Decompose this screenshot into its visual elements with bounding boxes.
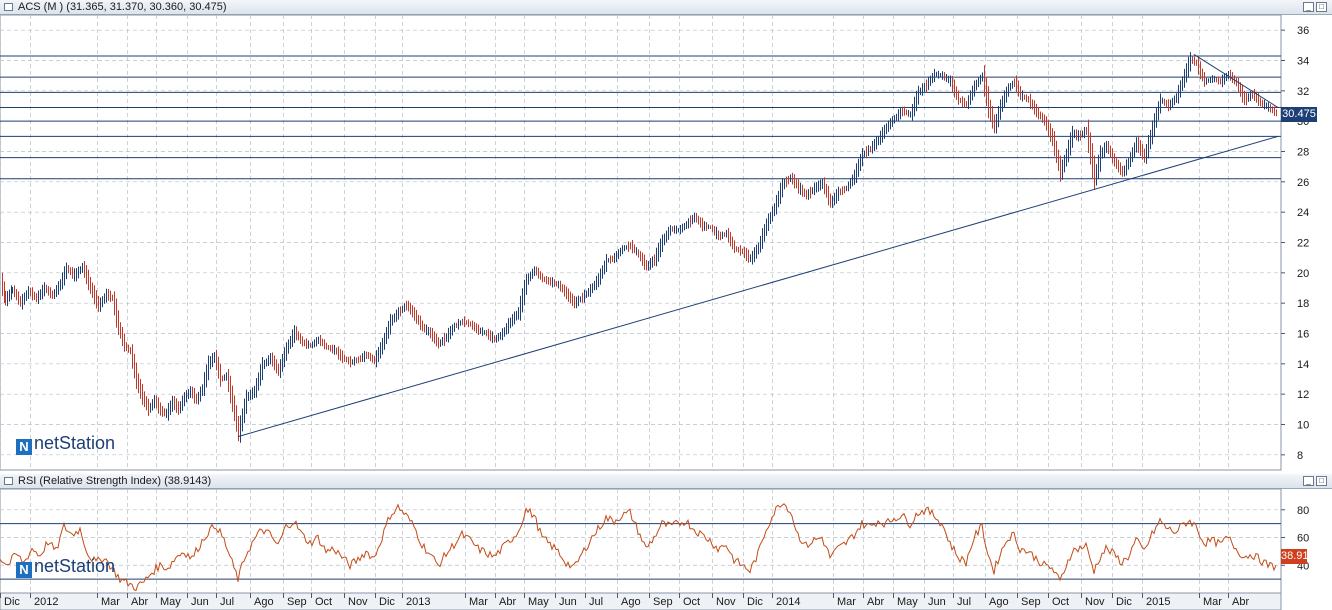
price-panel-title: ACS (M ) (31.365, 31.370, 30.360, 30.475… <box>18 1 227 13</box>
x-tick-label: Mar <box>469 596 488 608</box>
price-y-tick-label: 24 <box>1297 207 1309 219</box>
price-y-tick-label: 12 <box>1297 389 1309 401</box>
price-y-tick-label: 10 <box>1297 420 1309 432</box>
x-tick-label: Dic <box>1116 596 1132 608</box>
x-axis-band <box>0 592 1282 610</box>
last-price-badge: 30.475 <box>1281 107 1317 122</box>
price-y-tick-label: 22 <box>1297 238 1309 250</box>
price-y-tick-label: 30 <box>1297 116 1309 128</box>
price-y-tick-label: 36 <box>1297 25 1309 37</box>
x-tick-label: Mar <box>101 596 120 608</box>
x-tick-label: Ago <box>989 596 1009 608</box>
x-tick-label: 2013 <box>406 596 430 608</box>
price-y-tick-label: 28 <box>1297 147 1309 159</box>
rsi-line <box>0 503 1277 592</box>
x-tick-label: Abr <box>499 596 516 608</box>
trendline <box>1193 54 1279 108</box>
logo-text: netStation <box>34 556 116 576</box>
x-tick-label: Dic <box>4 596 20 608</box>
maximize-button[interactable]: □ <box>1316 2 1327 12</box>
x-tick-label: Jul <box>957 596 971 608</box>
rsi-panel-title: RSI (Relative Strength Index) (38.9143) <box>18 475 212 487</box>
x-tick-label: Jun <box>191 596 209 608</box>
rsi-y-tick-label: 60 <box>1297 533 1309 545</box>
x-tick-label: Mar <box>837 596 856 608</box>
rsi-plot-area[interactable] <box>0 488 1282 594</box>
price-y-tick-label: 16 <box>1297 329 1309 341</box>
x-tick-label: Nov <box>1085 596 1105 608</box>
x-tick-label: Jul <box>589 596 603 608</box>
trendline <box>237 135 1279 438</box>
x-tick-label: Abr <box>131 596 148 608</box>
price-y-tick-label: 20 <box>1297 268 1309 280</box>
x-tick-label: 2012 <box>34 596 58 608</box>
x-tick-label: Jun <box>559 596 577 608</box>
x-tick-label: May <box>160 596 181 608</box>
x-tick-label: Dic <box>747 596 763 608</box>
minimize-button[interactable]: _ <box>1303 476 1314 486</box>
last-rsi-badge: 38.91 <box>1281 549 1309 564</box>
x-tick-label: Sep <box>1021 596 1041 608</box>
panel-icon <box>4 477 13 485</box>
price-y-tick-label: 34 <box>1297 56 1309 68</box>
x-tick-label: Abr <box>867 596 884 608</box>
x-tick-label: Ago <box>254 596 274 608</box>
x-tick-label: 2014 <box>776 596 800 608</box>
x-tick-label: Sep <box>287 596 307 608</box>
price-y-tick-label: 8 <box>1297 450 1303 462</box>
logo-icon: N <box>16 562 32 578</box>
x-tick-label: Oct <box>683 596 700 608</box>
x-tick-label: Jun <box>928 596 946 608</box>
x-tick-label: Abr <box>1232 596 1249 608</box>
x-tick-label: May <box>528 596 549 608</box>
x-tick-label: Jul <box>220 596 234 608</box>
x-tick-label: 2015 <box>1146 596 1170 608</box>
logo-icon: N <box>16 439 32 455</box>
price-y-tick-label: 26 <box>1297 177 1309 189</box>
panel-icon <box>4 3 13 11</box>
x-tick-label: Oct <box>315 596 332 608</box>
rsi-y-tick-label: 80 <box>1297 505 1309 517</box>
logo-text: netStation <box>34 433 116 453</box>
x-tick-label: Oct <box>1052 596 1069 608</box>
x-tick-label: Sep <box>653 596 673 608</box>
price-y-tick-label: 18 <box>1297 298 1309 310</box>
x-tick-label: Nov <box>348 596 368 608</box>
maximize-button[interactable]: □ <box>1316 476 1327 486</box>
x-tick-label: Ago <box>621 596 641 608</box>
x-tick-label: Mar <box>1203 596 1222 608</box>
x-tick-label: Dic <box>379 596 395 608</box>
price-y-tick-label: 14 <box>1297 359 1309 371</box>
x-tick-label: May <box>897 596 918 608</box>
price-y-tick-label: 32 <box>1297 86 1309 98</box>
x-tick-label: Nov <box>716 596 736 608</box>
minimize-button[interactable]: _ <box>1303 2 1314 12</box>
